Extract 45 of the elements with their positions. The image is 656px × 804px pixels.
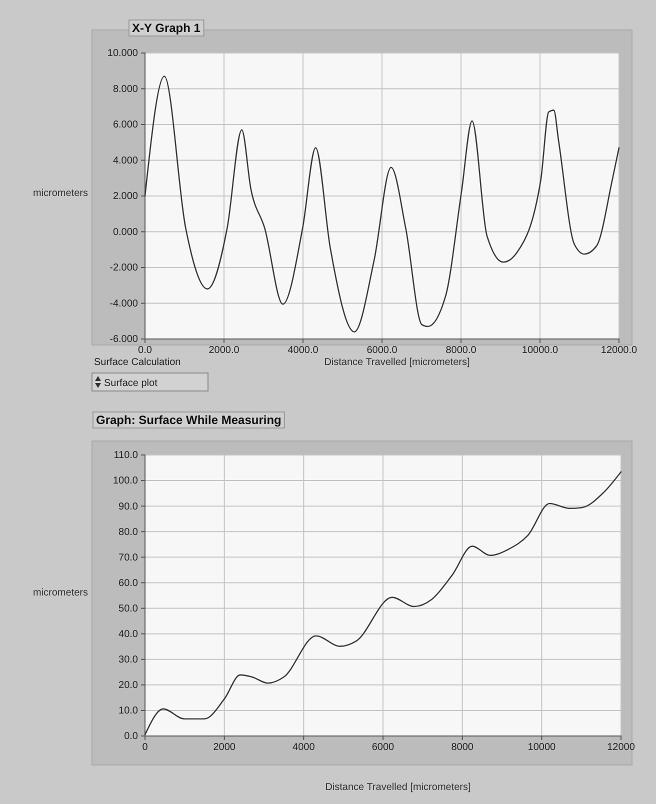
y-tick-label: 40.0	[118, 629, 138, 640]
chart-title: Graph: Surface While Measuring	[96, 413, 282, 427]
line-series	[144, 471, 622, 736]
y-tick-label: 70.0	[118, 552, 138, 564]
chart-title: X-Y Graph 1	[132, 21, 201, 35]
x-tick-label: 6000	[372, 742, 395, 754]
x-tick-label: 0	[142, 742, 148, 754]
y-tick-label: 6.000	[112, 120, 138, 131]
x-tick-label: 10000	[528, 742, 556, 754]
y-tick-label: 60.0	[118, 578, 138, 589]
x-tick-label: 8000	[451, 742, 474, 754]
y-tick-label: 50.0	[118, 603, 138, 614]
y-axis-title: micrometers	[32, 588, 88, 598]
x-tick-label: 2000.0	[208, 345, 240, 356]
y-tick-label: 10.000	[107, 48, 138, 60]
y-tick-label: -6.000	[110, 334, 138, 346]
y-tick-label: 4.000	[112, 155, 138, 166]
y-tick-label: 0.0	[124, 731, 138, 742]
text: Surface Calculation	[94, 357, 181, 368]
x-tick-label: 0.0	[138, 345, 152, 356]
text: Surface plot	[104, 378, 158, 389]
y-axis-title: micrometers	[32, 188, 88, 199]
x-tick-label: 4000	[292, 742, 316, 754]
x-tick-label: 2000	[213, 742, 236, 754]
y-tick-label: -2.000	[110, 262, 138, 274]
y-tick-label: 0.000	[112, 226, 138, 238]
x-tick-label: 10000.0	[522, 345, 559, 356]
x-axis-title: Distance Travelled [micrometers]	[324, 357, 470, 368]
x-tick-label: 12000	[607, 742, 636, 754]
y-tick-label: 110.0	[114, 450, 138, 462]
y-tick-label: 90.0	[118, 501, 138, 512]
x-tick-label: 6000.0	[366, 345, 398, 356]
y-tick-label: 20.0	[118, 680, 138, 692]
x-tick-label: 8000.0	[446, 345, 477, 356]
line-series	[144, 76, 620, 332]
x-tick-label: 12000.0	[600, 345, 638, 356]
y-tick-label: 10.0	[118, 706, 138, 717]
y-tick-label: -4.000	[110, 298, 138, 310]
y-tick-label: 100.0	[112, 476, 138, 487]
y-tick-label: 80.0	[118, 526, 138, 538]
y-tick-label: 30.0	[118, 654, 138, 666]
y-tick-label: 8.000	[112, 84, 138, 95]
y-tick-label: 2.000	[112, 191, 138, 202]
x-tick-label: 4000.0	[288, 345, 319, 356]
x-axis-title: Distance Travelled [micrometers]	[325, 782, 472, 793]
